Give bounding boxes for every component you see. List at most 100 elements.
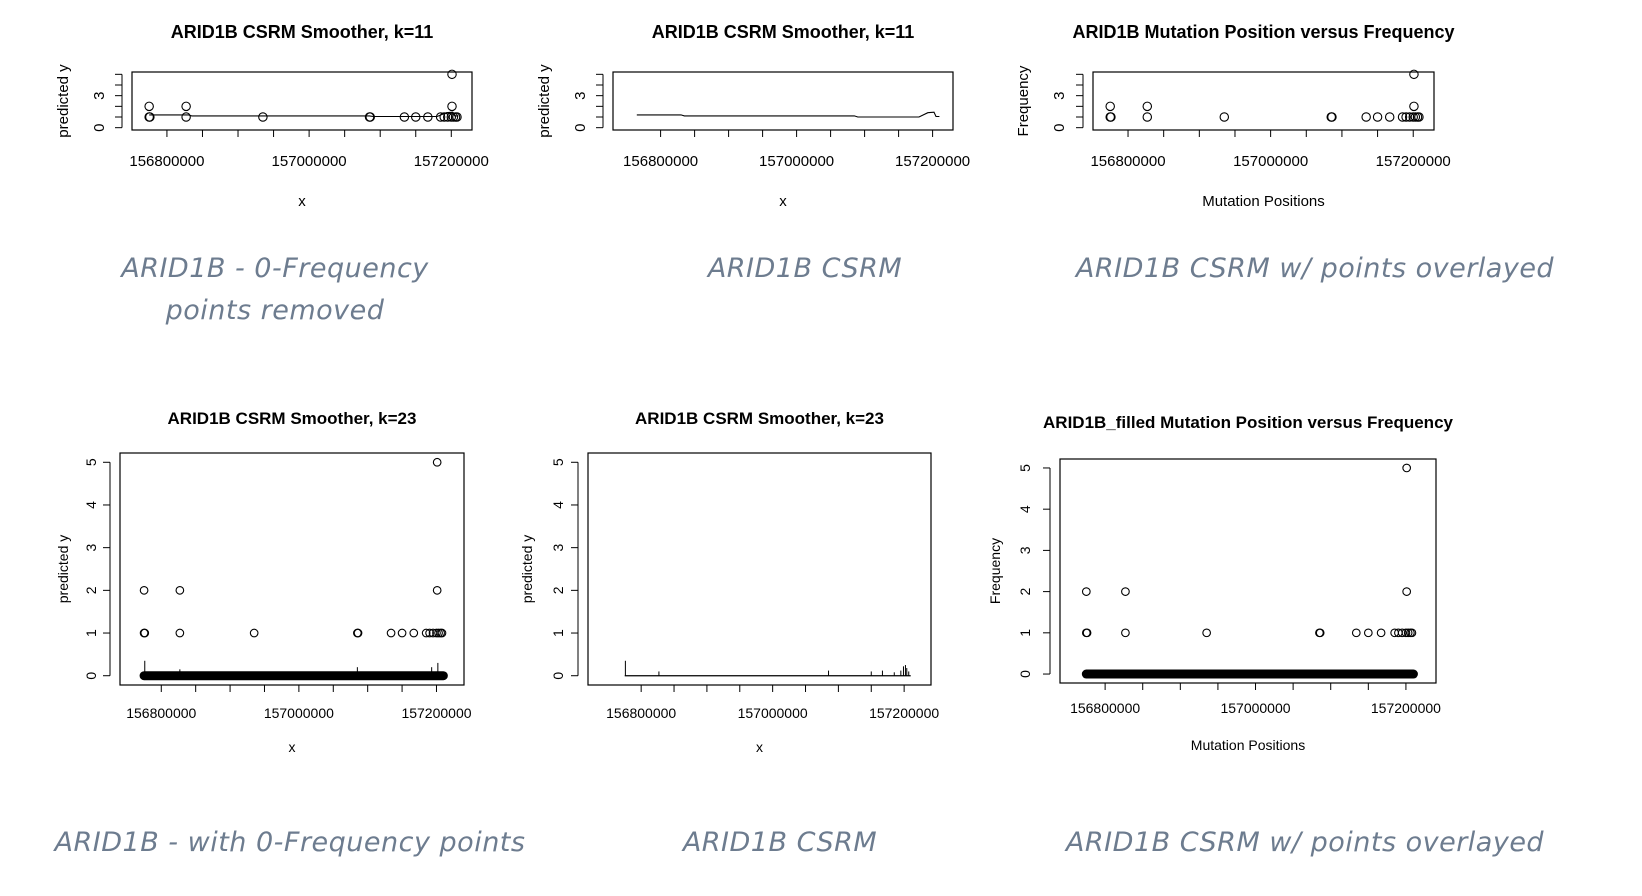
data-point bbox=[1142, 101, 1153, 112]
chart-title: ARID1B CSRM Smoother, k=23 bbox=[168, 409, 417, 428]
data-point bbox=[421, 628, 431, 638]
y-tick-label: 0 bbox=[550, 672, 566, 680]
data-point bbox=[1409, 101, 1419, 112]
data-point bbox=[249, 628, 259, 638]
data-point bbox=[1106, 112, 1116, 122]
chart-3: ARID1B Mutation Position versus Frequenc… bbox=[1015, 22, 1455, 210]
chart-2: ARID1B CSRM Smoother, k=11 156800000 15700… bbox=[536, 22, 970, 210]
x-tick-label: 157000000 bbox=[1220, 700, 1290, 716]
x-tick-label: 157200000 bbox=[414, 153, 489, 170]
x-tick-label: 157200000 bbox=[1371, 700, 1441, 716]
plot-frame bbox=[1092, 71, 1435, 131]
y-tick-label: 4 bbox=[1017, 505, 1033, 513]
y-tick-label: 3 bbox=[572, 91, 589, 99]
chart-5: ARID1B CSRM Smoother, k=23 156800000 15700… bbox=[519, 409, 939, 755]
y-tick-label: 4 bbox=[83, 501, 99, 509]
data-point bbox=[432, 457, 442, 467]
data-point bbox=[1105, 101, 1115, 112]
caption-4: ARID1B - with 0-Frequency points bbox=[54, 827, 526, 858]
chart-panel-1: ARID1B CSRM Smoother, k=11 156800000 15700… bbox=[40, 20, 540, 220]
data-point bbox=[1315, 628, 1325, 638]
data-point bbox=[1384, 112, 1395, 122]
x-tick-label: 156800000 bbox=[623, 153, 698, 170]
chart-title: ARID1B CSRM Smoother, k=11 bbox=[652, 22, 915, 42]
y-axis-label: predicted y bbox=[55, 535, 71, 603]
plot-frame bbox=[131, 71, 473, 131]
plot-frame bbox=[1059, 458, 1437, 684]
x-tick-label: 157000000 bbox=[264, 705, 334, 721]
data-point bbox=[425, 628, 434, 638]
data-point bbox=[435, 112, 446, 122]
x-axis-label: x bbox=[779, 193, 787, 210]
chart-panel-6: ARID1B_filled Mutation Position versus F… bbox=[987, 413, 1570, 800]
data-point bbox=[139, 585, 149, 595]
x-tick-label: 157200000 bbox=[401, 705, 471, 721]
x-tick-label: 156800000 bbox=[126, 705, 196, 721]
chart-title: ARID1B CSRM Smoother, k=11 bbox=[171, 22, 434, 42]
data-point bbox=[1361, 112, 1371, 122]
data-point bbox=[1376, 628, 1386, 638]
y-tick-label: 2 bbox=[83, 586, 99, 594]
data-point bbox=[1121, 628, 1130, 638]
data-point bbox=[452, 112, 462, 122]
y-tick-label: 3 bbox=[1017, 546, 1033, 554]
smoother-line bbox=[636, 111, 940, 118]
data-point bbox=[1219, 112, 1230, 122]
chart-1: ARID1B CSRM Smoother, k=11 156800000 15700… bbox=[55, 22, 489, 210]
x-tick-label: 157000000 bbox=[738, 705, 808, 721]
x-tick-label: 156800000 bbox=[129, 153, 204, 170]
data-point bbox=[1327, 112, 1337, 122]
plot-frame bbox=[119, 452, 465, 686]
caption-5: ARID1B CSRM bbox=[682, 827, 878, 858]
x-axis-label: Mutation Positions bbox=[1191, 737, 1305, 753]
y-tick-label: 4 bbox=[550, 501, 566, 509]
data-point bbox=[439, 112, 449, 122]
data-point bbox=[1401, 112, 1411, 122]
data-point bbox=[399, 112, 410, 122]
data-point bbox=[353, 628, 363, 638]
data-point bbox=[432, 585, 442, 595]
data-point bbox=[1202, 628, 1211, 638]
y-tick-label: 2 bbox=[1017, 588, 1033, 596]
x-tick-label: 157000000 bbox=[1233, 153, 1308, 170]
data-point bbox=[1402, 463, 1412, 473]
data-point bbox=[1402, 587, 1412, 596]
data-point bbox=[1407, 628, 1417, 638]
chart-panel-5: ARID1B CSRM Smoother, k=23 156800000 15700… bbox=[519, 409, 1015, 800]
y-axis-label: Frequency bbox=[1015, 65, 1032, 136]
data-point bbox=[442, 112, 453, 122]
y-tick-label: 3 bbox=[91, 91, 108, 99]
data-point bbox=[365, 112, 375, 122]
data-point bbox=[1363, 628, 1373, 638]
data-point bbox=[181, 101, 191, 112]
y-tick-label: 0 bbox=[1051, 124, 1068, 132]
y-axis-label: predicted y bbox=[536, 64, 553, 138]
data-point bbox=[447, 69, 457, 80]
data-point bbox=[140, 628, 150, 638]
chart-title: ARID1B Mutation Position versus Frequenc… bbox=[1072, 22, 1454, 42]
data-point bbox=[175, 628, 185, 638]
x-axis-label: x bbox=[756, 739, 763, 755]
data-point bbox=[386, 628, 396, 638]
y-tick-label: 5 bbox=[83, 458, 99, 466]
data-point bbox=[437, 628, 447, 638]
x-axis-label: x bbox=[289, 739, 296, 755]
plot-frame bbox=[612, 71, 954, 131]
x-tick-label: 156800000 bbox=[1070, 700, 1140, 716]
x-tick-label: 157200000 bbox=[1376, 153, 1451, 170]
data-point bbox=[1121, 587, 1130, 596]
x-tick-label: 157200000 bbox=[895, 153, 970, 170]
y-tick-label: 0 bbox=[572, 124, 589, 132]
data-point bbox=[1372, 112, 1383, 122]
y-tick-label: 3 bbox=[83, 544, 99, 552]
chart-panel-4: ARID1B CSRM Smoother, k=23 156800000 15700… bbox=[50, 409, 550, 800]
data-point bbox=[1142, 112, 1153, 122]
caption-6: ARID1B CSRM w/ points overlayed bbox=[1065, 827, 1545, 858]
chart-title: ARID1B CSRM Smoother, k=23 bbox=[635, 409, 884, 428]
x-tick-label: 156800000 bbox=[606, 705, 676, 721]
data-point bbox=[1409, 69, 1419, 80]
data-point bbox=[423, 112, 433, 122]
data-point bbox=[447, 101, 457, 112]
y-tick-label: 0 bbox=[83, 672, 99, 680]
data-point bbox=[1414, 112, 1424, 122]
